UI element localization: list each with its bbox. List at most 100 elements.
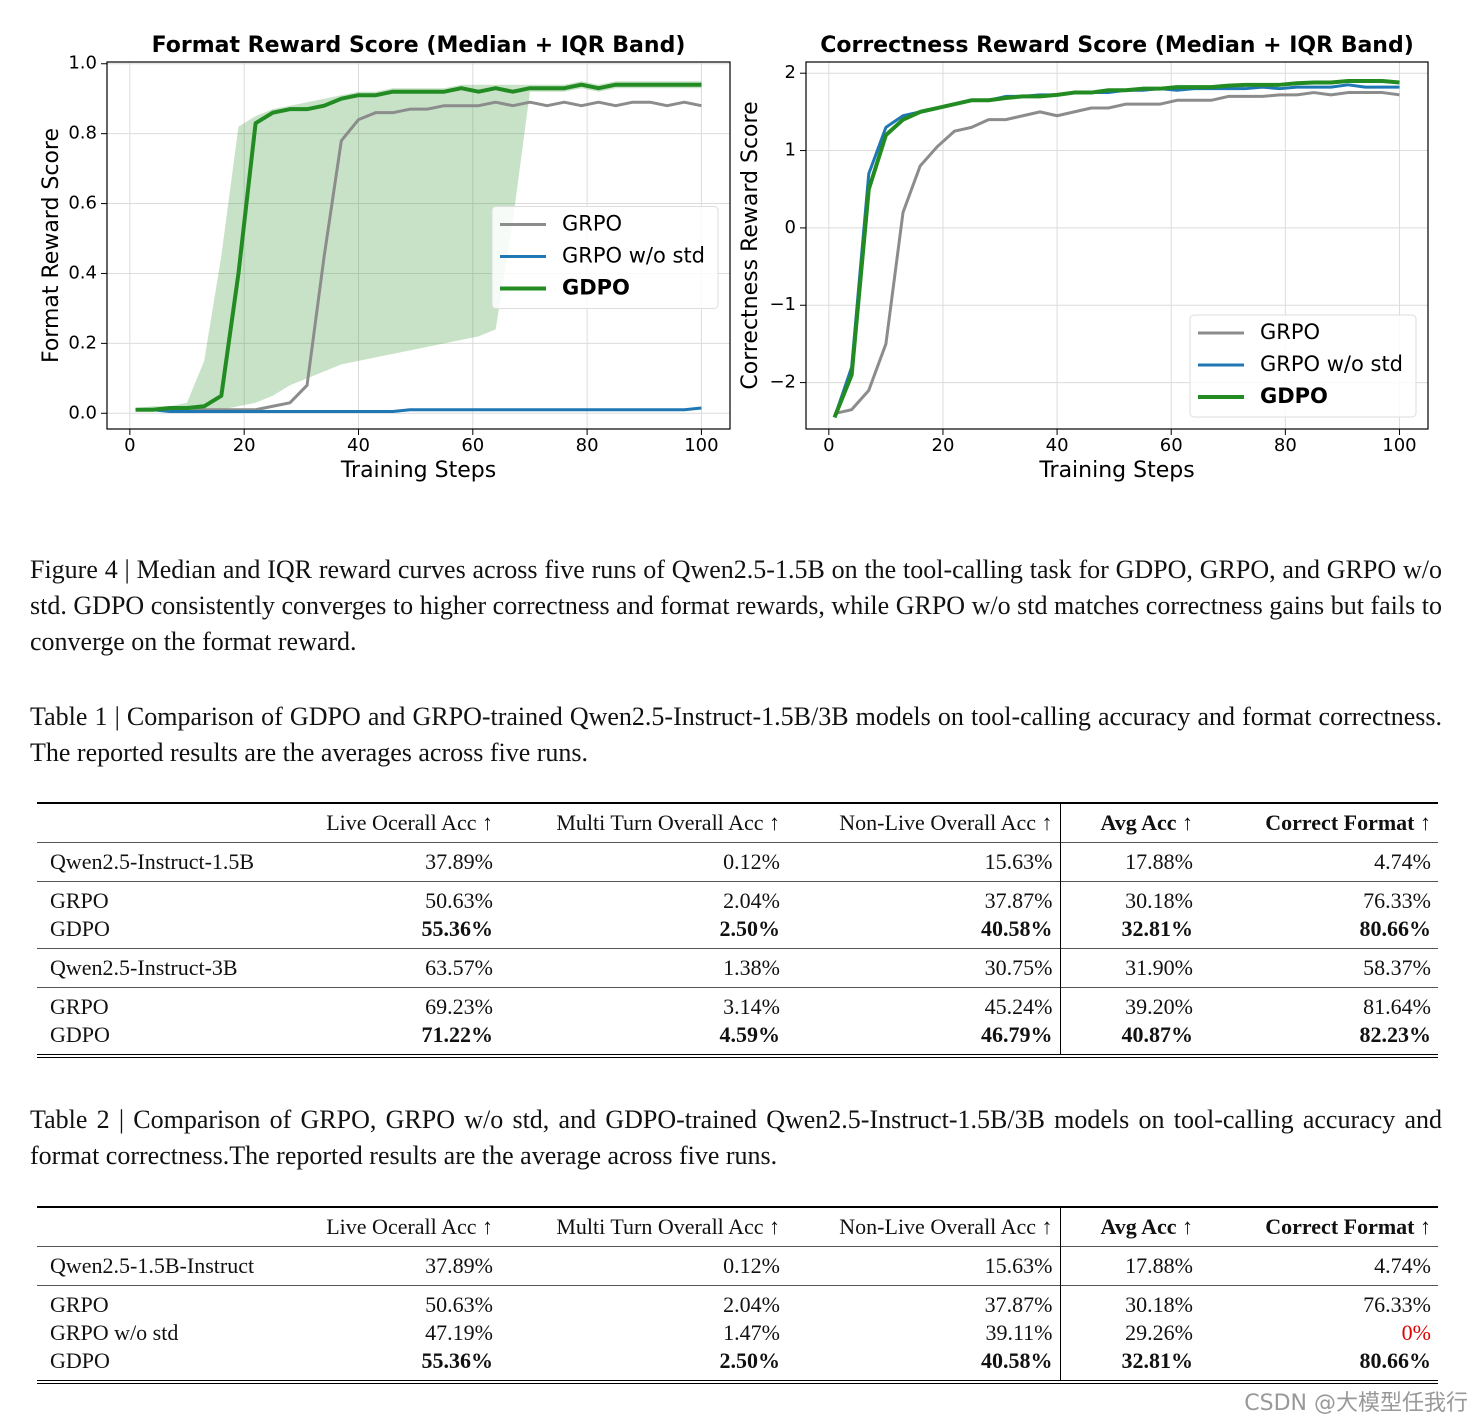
y-tick-label: −2 bbox=[769, 372, 796, 393]
row-label: GDPO bbox=[50, 1022, 110, 1047]
table-cell: 47.19% bbox=[425, 1320, 493, 1345]
table-cell: 45.24% bbox=[787, 987, 1061, 1021]
x-tick-label: 80 bbox=[1274, 435, 1297, 456]
header-cell: Live Ocerall Acc ↑ bbox=[326, 810, 493, 835]
table-cell: 40.58% bbox=[787, 915, 1061, 949]
plot-layer bbox=[832, 78, 1400, 419]
chart-title: Correctness Reward Score (Median + IQR B… bbox=[820, 33, 1414, 58]
table-row: GDPO 71.22% 4.59% 46.79% 40.87% 82.23% bbox=[37, 1021, 1438, 1056]
figure-caption: Figure 4 | Median and IQR reward curves … bbox=[30, 555, 1442, 656]
table-cell: 2.50% bbox=[719, 916, 781, 941]
table-cell: 2.04% bbox=[723, 1292, 780, 1317]
table-cell: 69.23% bbox=[425, 994, 493, 1019]
x-tick-label: 60 bbox=[461, 435, 484, 456]
table-row: Qwen2.5-1.5B-Instruct 37.89% 0.12% 15.63% 17… bbox=[37, 1246, 1438, 1286]
header-cell: Non-Live Overall Acc ↑ bbox=[787, 1207, 1061, 1247]
table-cell: 0.12% bbox=[723, 1253, 780, 1278]
legend-label: GDPO bbox=[562, 276, 630, 300]
row-label: Qwen2.5-Instruct-3B bbox=[50, 955, 238, 980]
row-label: GDPO bbox=[50, 1348, 110, 1373]
table-cell: 50.63% bbox=[425, 888, 493, 913]
header-cell: Non-Live Overall Acc ↑ bbox=[787, 803, 1061, 843]
table-cell: 50.63% bbox=[425, 1292, 493, 1317]
header-cell: Correct Format ↑ bbox=[1265, 810, 1431, 835]
row-label: GDPO bbox=[50, 916, 110, 941]
table-row: GRPO w/o std 47.19% 1.47% 39.11% 29.26% 0% bbox=[37, 1319, 1438, 1347]
table-cell: 4.74% bbox=[1374, 1253, 1431, 1278]
table-cell: 30.18% bbox=[1125, 1292, 1193, 1317]
legend-label: GRPO bbox=[562, 212, 622, 236]
watermark: CSDN @大模型任我行 bbox=[1244, 1391, 1468, 1416]
table-cell: 2.04% bbox=[723, 888, 780, 913]
table-cell: 80.66% bbox=[1359, 916, 1432, 941]
row-label: GRPO bbox=[50, 994, 109, 1019]
legend-label: GRPO w/o std bbox=[562, 244, 705, 268]
x-tick-label: 0 bbox=[823, 435, 834, 456]
table-cell: 40.87% bbox=[1121, 1022, 1194, 1047]
row-group: GRPO 50.63% 2.04% 37.87% 30.18% 76.33% GRPO w/… bbox=[37, 1285, 1438, 1382]
table-cell: 55.36% bbox=[421, 916, 494, 941]
table-cell: 76.33% bbox=[1363, 888, 1431, 913]
header-cell bbox=[37, 803, 292, 843]
x-tick-label: 0 bbox=[124, 435, 135, 456]
legend-box bbox=[491, 206, 719, 309]
table-caption: Table 1 | Comparison of GDPO and GRPO-tr… bbox=[30, 702, 1442, 767]
table-cell: 3.14% bbox=[723, 994, 780, 1019]
y-tick-label: 0.4 bbox=[68, 262, 97, 283]
x-tick-label: 20 bbox=[932, 435, 955, 456]
table-row: GDPO 55.36% 2.50% 40.58% 32.81% 80.66% bbox=[37, 915, 1438, 949]
legend-label: GRPO bbox=[1260, 320, 1320, 344]
y-tick-label: 2 bbox=[785, 62, 796, 83]
table-cell: 0% bbox=[1401, 1320, 1431, 1345]
y-tick-label: 0.0 bbox=[68, 402, 97, 423]
table-cell: 2.50% bbox=[719, 1348, 781, 1373]
x-axis-label: Training Steps bbox=[1038, 458, 1194, 483]
row-label: Qwen2.5-Instruct-1.5B bbox=[50, 849, 255, 874]
table-cell: 39.20% bbox=[1125, 994, 1193, 1019]
iqr-band bbox=[135, 81, 702, 412]
table-cell: 37.89% bbox=[425, 1253, 493, 1278]
table-cell: 40.58% bbox=[787, 1347, 1061, 1382]
table-row: GRPO 50.63% 2.04% 37.87% 30.18% 76.33% bbox=[37, 881, 1438, 915]
table: Live Ocerall Acc ↑ Multi Turn Overall Acc… bbox=[37, 802, 1438, 1058]
table-cell: 80.66% bbox=[1359, 1348, 1432, 1373]
x-tick-label: 100 bbox=[1382, 435, 1416, 456]
table-cell: 46.79% bbox=[787, 1021, 1061, 1056]
plot-frame bbox=[805, 61, 1429, 430]
row-group: Qwen2.5-1.5B-Instruct 37.89% 0.12% 15.63% 17… bbox=[37, 1246, 1438, 1286]
table-header: Live Ocerall Acc ↑ Multi Turn Overall Acc… bbox=[37, 1207, 1438, 1247]
row-label: GRPO w/o std bbox=[50, 1320, 179, 1345]
y-tick-label: 0.6 bbox=[68, 193, 97, 214]
y-tick-label: 0 bbox=[785, 217, 796, 238]
table-cell: 17.88% bbox=[1125, 1253, 1193, 1278]
row-group: Qwen2.5-Instruct-3B 63.57% 1.38% 30.75% 31.9… bbox=[37, 948, 1438, 988]
table-cell: 30.75% bbox=[787, 948, 1061, 988]
y-tick-label: 0.8 bbox=[68, 123, 97, 144]
header-cell: Avg Acc ↑ bbox=[1100, 1214, 1193, 1239]
x-axis-label: Training Steps bbox=[340, 458, 496, 483]
legend-label: GRPO w/o std bbox=[1260, 352, 1403, 376]
row-label: GRPO bbox=[50, 1292, 109, 1317]
table-cell: 32.81% bbox=[1121, 1348, 1194, 1373]
series-line bbox=[832, 78, 1400, 419]
table-cell: 39.11% bbox=[787, 1319, 1061, 1347]
table-header: Live Ocerall Acc ↑ Multi Turn Overall Acc… bbox=[37, 803, 1438, 843]
table-cell: 81.64% bbox=[1363, 994, 1431, 1019]
y-axis-label: Correctness Reward Score bbox=[738, 101, 763, 389]
table-row: Qwen2.5-Instruct-3B 63.57% 1.38% 30.75% 31.9… bbox=[37, 948, 1438, 988]
table-cell: 37.89% bbox=[425, 849, 493, 874]
table-cell: 15.63% bbox=[787, 842, 1061, 882]
legend-label: GDPO bbox=[1260, 384, 1328, 408]
series-line bbox=[135, 406, 702, 414]
chart-title: Format Reward Score (Median + IQR Band) bbox=[152, 33, 686, 58]
row-group: GRPO 69.23% 3.14% 45.24% 39.20% 81.64% GDPO 71.… bbox=[37, 987, 1438, 1056]
x-tick-label: 60 bbox=[1160, 435, 1183, 456]
table-row: Qwen2.5-Instruct-1.5B 37.89% 0.12% 15.63% 17… bbox=[37, 842, 1438, 882]
header-cell: Correct Format ↑ bbox=[1265, 1214, 1431, 1239]
row-group: GRPO 50.63% 2.04% 37.87% 30.18% 76.33% GDPO 55.… bbox=[37, 881, 1438, 949]
table-cell: 29.26% bbox=[1125, 1320, 1193, 1345]
table-caption: Table 2 | Comparison of GRPO, GRPO w/o s… bbox=[30, 1105, 1442, 1170]
